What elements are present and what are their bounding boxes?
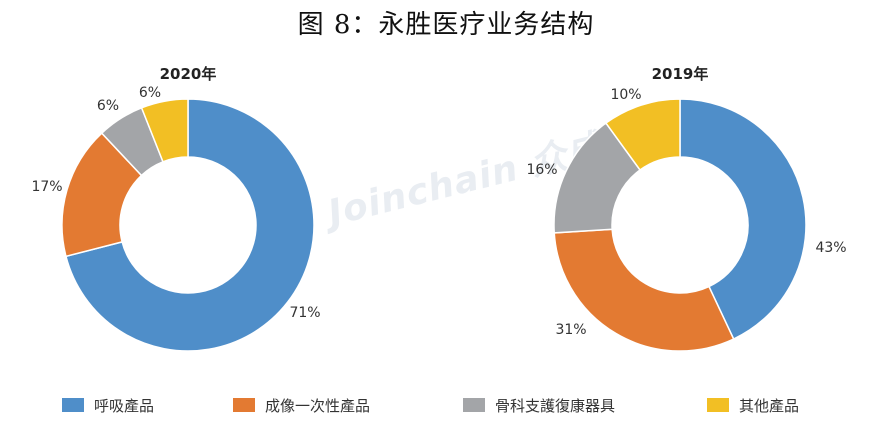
- data-label: 71%: [289, 305, 320, 321]
- legend-swatch: [707, 398, 729, 412]
- legend-item-imaging: 成像一次性產品: [233, 390, 370, 420]
- legend-swatch: [463, 398, 485, 412]
- slice-other: [604, 98, 681, 172]
- chart-title: 2019年: [652, 65, 709, 83]
- legend-item-respiratory: 呼吸產品: [62, 390, 154, 420]
- legend-swatch: [233, 398, 255, 412]
- legend-label: 骨科支護復康器具: [495, 396, 616, 415]
- legend-label: 呼吸產品: [94, 396, 155, 415]
- data-label: 10%: [610, 87, 641, 103]
- donut-charts: 2020年 71% 17% 6% 6% 2019年 43% 31% 16% 10%: [31, 65, 847, 352]
- legend-swatch: [62, 398, 84, 412]
- data-label: 31%: [555, 322, 586, 338]
- page-title: 图 8：永胜医疗业务结构: [297, 10, 595, 40]
- data-label: 6%: [97, 98, 119, 114]
- legend-item-other: 其他產品: [707, 390, 799, 420]
- slice-respiratory: [679, 98, 807, 341]
- slice-imaging: [553, 228, 735, 352]
- chart-title: 2020年: [160, 65, 217, 83]
- donut-chart-2019: 2019年 43% 31% 16% 10%: [526, 65, 847, 352]
- donut-chart-2020: 2020年 71% 17% 6% 6%: [31, 65, 321, 352]
- data-label: 43%: [815, 240, 846, 256]
- data-label: 16%: [526, 162, 557, 178]
- data-label: 17%: [31, 179, 62, 195]
- data-label: 6%: [139, 85, 161, 101]
- legend-label: 其他產品: [739, 396, 800, 415]
- slice-respiratory: [65, 98, 315, 352]
- slice-other: [140, 98, 189, 163]
- legend: 呼吸產品 成像一次性產品 骨科支護復康器具 其他產品: [0, 390, 892, 420]
- legend-item-orthopedic: 骨科支護復康器具: [463, 390, 615, 420]
- legend-label: 成像一次性產品: [265, 396, 371, 415]
